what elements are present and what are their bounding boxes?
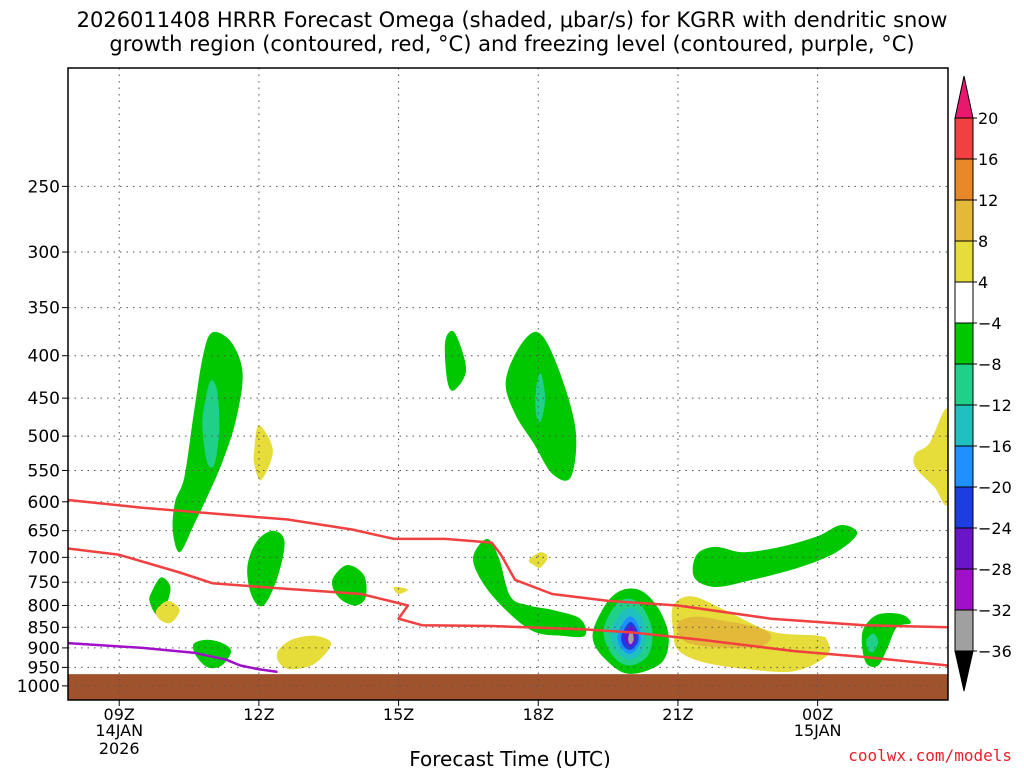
y-tick-label: 700 [28, 548, 60, 568]
y-tick-label: 550 [28, 461, 60, 481]
x-tick-year: 2026 [99, 739, 140, 758]
chart-title-line1: 2026011408 HRRR Forecast Omega (shaded, … [76, 8, 948, 32]
x-tick-label: 12Z [243, 705, 274, 724]
colorbar-arrow-bottom [954, 650, 974, 692]
colorbar-label: −16 [978, 437, 1012, 456]
colorbar-label: −32 [978, 601, 1012, 620]
y-tick-label: 950 [28, 658, 60, 678]
omega-region [628, 631, 634, 645]
x-tick-label: 15Z [383, 705, 414, 724]
plot-frame [67, 67, 949, 701]
y-tick-label: 900 [28, 639, 60, 659]
chart-title-line2: growth region (contoured, red, °C) and f… [109, 32, 915, 56]
y-tick-label: 350 [28, 299, 60, 319]
colorbar-label: −4 [978, 314, 1002, 333]
omega-positive-region [913, 408, 948, 506]
credit-text: coolwx.com/models [848, 746, 1012, 765]
contour-lines [68, 498, 948, 674]
colorbar-band [954, 609, 974, 652]
colorbar-label: 20 [978, 109, 998, 128]
x-axis-title: Forecast Time (UTC) [409, 747, 611, 768]
x-tick-date: 15JAN [794, 721, 842, 740]
colorbar-band [954, 486, 974, 529]
x-tick-label: 09Z [104, 705, 135, 724]
y-tick-label: 750 [28, 573, 60, 593]
colorbar-band [954, 199, 974, 242]
omega-region [692, 525, 858, 588]
omega-region [444, 330, 467, 391]
omega-region [538, 609, 551, 624]
colorbar-label: −36 [978, 642, 1012, 661]
y-tick-label: 400 [28, 347, 60, 367]
y-tick-label: 300 [28, 243, 60, 263]
omega-positive-region [276, 635, 332, 670]
colorbar-band [954, 404, 974, 447]
colorbar-band [954, 363, 974, 406]
grid-lines [68, 68, 948, 700]
colorbar: 20 16 12 8 4 −4 −8 −12 −16 −20 −24 −28 −32 −36 [954, 75, 1012, 692]
y-axis: 2503003504004505005506006507007508008509… [17, 177, 68, 697]
colorbar-band [954, 527, 974, 570]
omega-positive-region [253, 425, 273, 481]
colorbar-label: 4 [978, 273, 988, 292]
omega-region [473, 538, 587, 638]
freezing-level-line [68, 641, 278, 674]
colorbar-label: −12 [978, 396, 1012, 415]
omega-region [535, 373, 546, 423]
omega-shading [68, 330, 948, 700]
colorbar-band [954, 240, 974, 283]
colorbar-label: −8 [978, 355, 1002, 374]
colorbar-band [954, 445, 974, 488]
colorbar-label: 12 [978, 191, 998, 210]
y-tick-label: 250 [28, 177, 60, 197]
omega-region [202, 380, 220, 468]
colorbar-label: −28 [978, 560, 1012, 579]
omega-positive-region [393, 586, 408, 595]
dgz-contour-line [68, 547, 948, 667]
y-tick-label: 450 [28, 389, 60, 409]
x-tick-label: 18Z [523, 705, 554, 724]
y-tick-label: 800 [28, 596, 60, 616]
colorbar-label: −24 [978, 519, 1012, 538]
y-tick-label: 500 [28, 427, 60, 447]
x-tick-label: 21Z [662, 705, 693, 724]
colorbar-label: −20 [978, 478, 1012, 497]
dgz-contour-line [68, 498, 948, 629]
omega-region [192, 639, 232, 669]
omega-region [247, 530, 285, 607]
omega-positive-region [528, 552, 548, 568]
omega-positive-region [155, 600, 180, 624]
colorbar-band [954, 281, 974, 324]
omega-region [331, 564, 367, 606]
x-tick-date: 14JAN [95, 721, 143, 740]
colorbar-band [954, 568, 974, 611]
y-tick-label: 600 [28, 493, 60, 513]
colorbar-label: 16 [978, 150, 998, 169]
y-tick-label: 1000 [17, 677, 60, 697]
colorbar-band [954, 322, 974, 365]
y-tick-label: 850 [28, 618, 60, 638]
colorbar-band [954, 158, 974, 201]
colorbar-arrow-top [954, 75, 974, 119]
colorbar-band [954, 117, 974, 160]
x-tick-label: 00Z [802, 705, 833, 724]
colorbar-label: 8 [978, 232, 988, 251]
terrain-fill [68, 674, 948, 700]
y-tick-label: 650 [28, 522, 60, 542]
